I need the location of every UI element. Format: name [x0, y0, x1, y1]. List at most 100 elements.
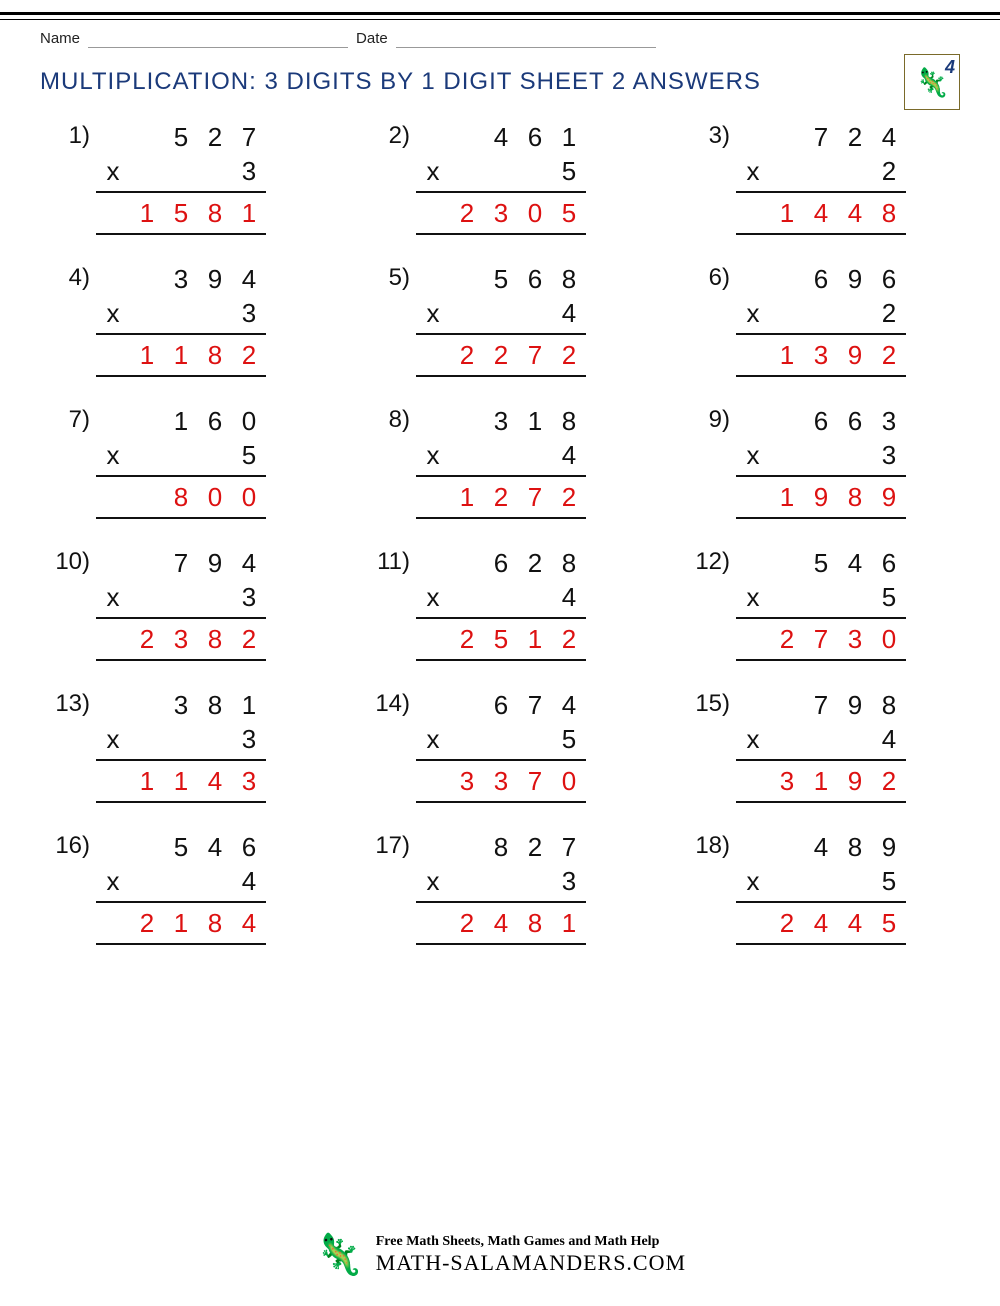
- rule-line: [96, 333, 266, 335]
- multiplicand-row: 724: [736, 120, 906, 154]
- multiplier-row: x5: [96, 438, 266, 472]
- rule-line: [96, 659, 266, 661]
- problem: 1) 527 x3 1581: [40, 120, 320, 238]
- multiplier-row: x5: [416, 722, 586, 756]
- multiplier-row: x2: [736, 296, 906, 330]
- answer-row: 1272: [416, 480, 586, 514]
- problem-number: 15): [680, 688, 736, 720]
- answer-row: 2730: [736, 622, 906, 656]
- grade-badge: 4 🦎: [904, 54, 960, 110]
- problem-number: 12): [680, 546, 736, 578]
- problem-stack: 696 x2 1392: [736, 262, 906, 380]
- rule-line: [96, 901, 266, 903]
- multiplier-row: x4: [416, 580, 586, 614]
- worksheet-header: Name Date: [40, 28, 960, 48]
- problem-stack: 674 x5 3370: [416, 688, 586, 806]
- date-label: Date: [356, 30, 388, 47]
- problem-stack: 798 x4 3192: [736, 688, 906, 806]
- rule-line: [416, 901, 586, 903]
- rule-line: [736, 475, 906, 477]
- problem: 18) 489 x5 2445: [680, 830, 960, 948]
- problem-stack: 527 x3 1581: [96, 120, 266, 238]
- answer-row: 2184: [96, 906, 266, 940]
- problem-number: 14): [360, 688, 416, 720]
- problem: 8) 318 x4 1272: [360, 404, 640, 522]
- problem-stack: 461 x5 2305: [416, 120, 586, 238]
- problem-stack: 318 x4 1272: [416, 404, 586, 522]
- multiplicand-row: 160: [96, 404, 266, 438]
- answer-row: 3370: [416, 764, 586, 798]
- problem-number: 16): [40, 830, 96, 862]
- problem-stack: 546 x4 2184: [96, 830, 266, 948]
- problem-number: 13): [40, 688, 96, 720]
- problem-stack: 394 x3 1182: [96, 262, 266, 380]
- rule-line: [736, 375, 906, 377]
- problem: 10) 794 x3 2382: [40, 546, 320, 664]
- rule-line: [416, 801, 586, 803]
- answer-row: 2272: [416, 338, 586, 372]
- multiplier-row: x4: [416, 438, 586, 472]
- problem-stack: 546 x5 2730: [736, 546, 906, 664]
- multiplicand-row: 827: [416, 830, 586, 864]
- problem-number: 17): [360, 830, 416, 862]
- problem-number: 8): [360, 404, 416, 436]
- multiplicand-row: 696: [736, 262, 906, 296]
- problem-number: 4): [40, 262, 96, 294]
- multiplier-row: x3: [416, 864, 586, 898]
- problem-number: 18): [680, 830, 736, 862]
- answer-row: 1448: [736, 196, 906, 230]
- answer-row: 2305: [416, 196, 586, 230]
- problem-number: 3): [680, 120, 736, 152]
- multiplier-row: x4: [736, 722, 906, 756]
- rule-line: [416, 191, 586, 193]
- multiplicand-row: 489: [736, 830, 906, 864]
- multiplier-row: x5: [736, 580, 906, 614]
- rule-line: [736, 943, 906, 945]
- rule-line: [736, 333, 906, 335]
- problem-number: 6): [680, 262, 736, 294]
- rule-line: [96, 759, 266, 761]
- date-field: [396, 28, 656, 48]
- problem: 15) 798 x4 3192: [680, 688, 960, 806]
- problem: 13) 381 x3 1143: [40, 688, 320, 806]
- problem: 9) 663 x3 1989: [680, 404, 960, 522]
- rule-line: [96, 233, 266, 235]
- rule-line: [96, 375, 266, 377]
- problem-number: 1): [40, 120, 96, 152]
- footer-tagline: Free Math Sheets, Math Games and Math He…: [376, 1234, 686, 1250]
- problem: 7) 160 x5 800: [40, 404, 320, 522]
- rule-line: [736, 659, 906, 661]
- multiplicand-row: 798: [736, 688, 906, 722]
- answer-row: 1581: [96, 196, 266, 230]
- answer-row: 1392: [736, 338, 906, 372]
- problem: 11) 628 x4 2512: [360, 546, 640, 664]
- rule-line: [736, 901, 906, 903]
- problem: 14) 674 x5 3370: [360, 688, 640, 806]
- multiplier-row: x3: [96, 154, 266, 188]
- answer-row: 1989: [736, 480, 906, 514]
- rule-line: [736, 801, 906, 803]
- multiplicand-row: 546: [736, 546, 906, 580]
- name-field: [88, 28, 348, 48]
- problem-stack: 160 x5 800: [96, 404, 266, 522]
- rule-line: [96, 517, 266, 519]
- rule-line: [736, 191, 906, 193]
- multiplier-row: x3: [736, 438, 906, 472]
- multiplier-row: x5: [736, 864, 906, 898]
- rule-line: [416, 233, 586, 235]
- answer-row: 2512: [416, 622, 586, 656]
- multiplicand-row: 381: [96, 688, 266, 722]
- problem-stack: 663 x3 1989: [736, 404, 906, 522]
- multiplier-row: x3: [96, 580, 266, 614]
- problem: 4) 394 x3 1182: [40, 262, 320, 380]
- answer-row: 2445: [736, 906, 906, 940]
- problem-number: 10): [40, 546, 96, 578]
- multiplicand-row: 546: [96, 830, 266, 864]
- page-title: MULTIPLICATION: 3 DIGITS BY 1 DIGIT SHEE…: [40, 68, 761, 96]
- problem-stack: 724 x2 1448: [736, 120, 906, 238]
- rule-line: [96, 191, 266, 193]
- rule-line: [416, 375, 586, 377]
- multiplier-row: x3: [96, 296, 266, 330]
- rule-line: [96, 475, 266, 477]
- problem-stack: 568 x4 2272: [416, 262, 586, 380]
